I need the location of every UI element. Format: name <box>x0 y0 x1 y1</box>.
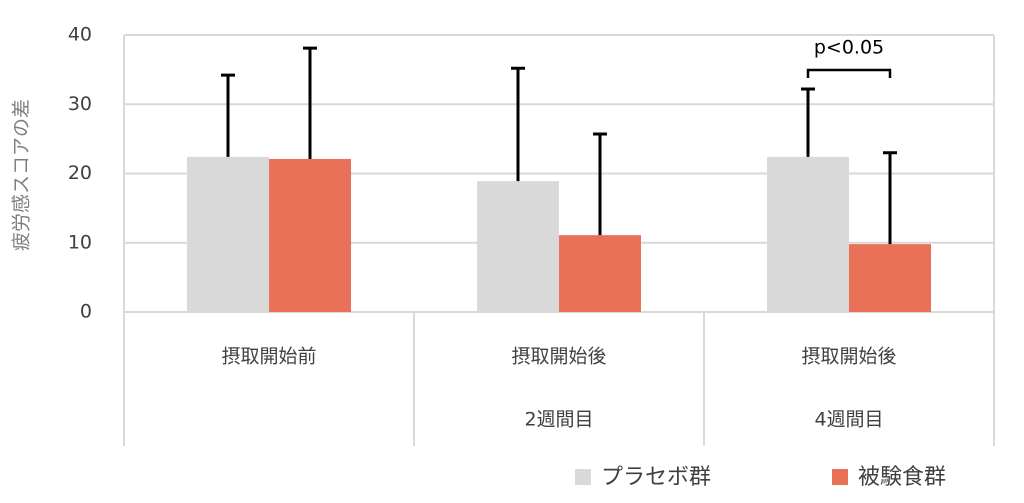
y-tick-label: 30 <box>68 93 92 115</box>
error-bar <box>303 46 317 159</box>
bar <box>559 235 641 312</box>
error-bar <box>801 87 815 157</box>
error-bar <box>511 66 525 182</box>
x-tick-label: 摂取開始後 <box>511 346 606 368</box>
error-bar <box>593 132 607 236</box>
x-tick-sublabel: 4週間目 <box>814 409 883 431</box>
y-axis-label: 疲労感スコアの差 <box>11 99 33 251</box>
legend-label: 被験食群 <box>858 465 946 490</box>
legend-swatch <box>832 469 848 485</box>
significance-bracket <box>806 68 892 78</box>
bar <box>767 156 849 312</box>
annotation: p<0.05 <box>814 37 884 59</box>
bar <box>477 181 559 312</box>
legend-swatch <box>575 469 591 485</box>
legend-label: プラセボ群 <box>601 465 711 490</box>
error-bar <box>221 73 235 157</box>
y-tick-label: 20 <box>68 162 92 184</box>
x-tick-sublabel: 2週間目 <box>524 409 593 431</box>
x-tick-label: 摂取開始前 <box>221 346 316 368</box>
x-tick-label: 摂取開始後 <box>801 346 896 368</box>
error-bar <box>883 151 897 245</box>
bar <box>269 158 351 312</box>
y-tick-label: 10 <box>68 231 92 253</box>
y-tick-label: 0 <box>80 301 92 323</box>
bar <box>849 244 931 312</box>
y-tick-label: 40 <box>68 24 92 46</box>
bar <box>187 156 269 312</box>
